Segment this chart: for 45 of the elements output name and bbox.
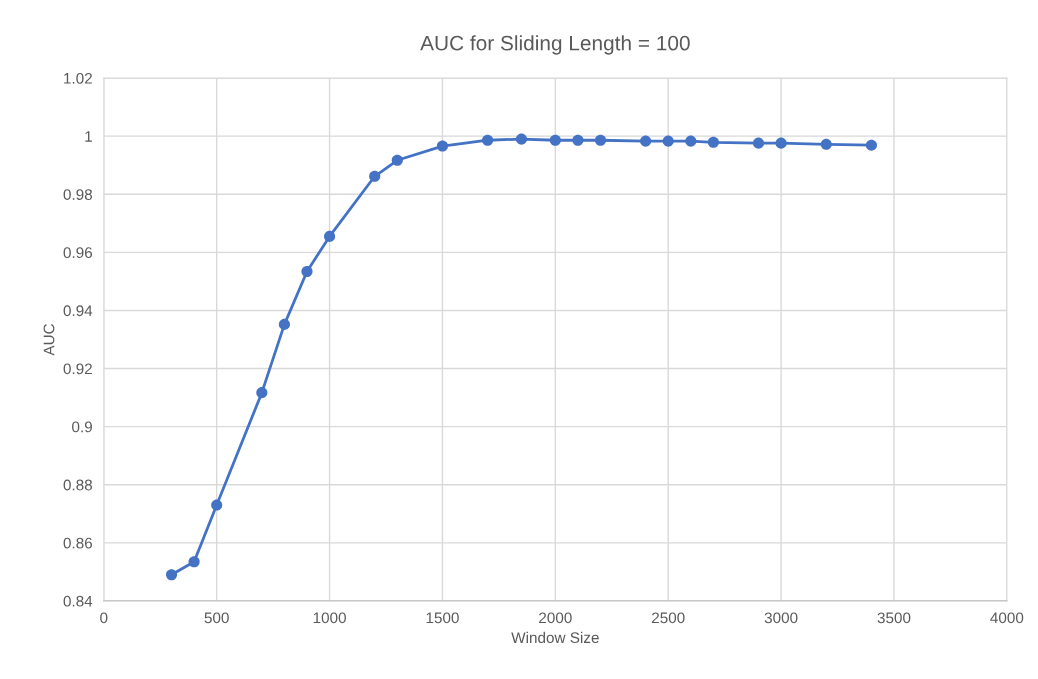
point xyxy=(278,318,290,330)
point xyxy=(515,133,528,145)
x-axis-title: Window Size xyxy=(511,631,599,644)
point xyxy=(865,139,877,151)
point xyxy=(211,499,223,511)
y-tick-label: 0.98 xyxy=(63,189,93,200)
point xyxy=(482,134,494,146)
y-tick-label: 0.9 xyxy=(72,421,92,433)
y-tick-label: 0.96 xyxy=(63,247,93,259)
x-tick-label: 2000 xyxy=(539,612,572,624)
point xyxy=(549,134,561,146)
point xyxy=(324,230,336,242)
y-tick-label: 0.94 xyxy=(63,305,93,317)
chart-title: AUC for Sliding Length = 100 xyxy=(420,35,690,55)
y-tick-label: 0.92 xyxy=(63,363,92,375)
point xyxy=(685,135,697,147)
y-tick-label: 1.02 xyxy=(64,72,92,84)
point xyxy=(572,134,584,146)
point xyxy=(662,135,674,147)
y-tick-label: 0.84 xyxy=(63,595,93,607)
x-tick-label: 0 xyxy=(100,612,108,624)
y-tick-label: 1 xyxy=(85,131,92,142)
point xyxy=(256,387,268,399)
point xyxy=(640,135,652,147)
point xyxy=(369,170,381,182)
x-tick-label: 2500 xyxy=(651,612,685,624)
x-tick-label: 1000 xyxy=(313,612,346,624)
point xyxy=(594,134,607,146)
point xyxy=(165,569,178,581)
x-tick-label: 500 xyxy=(204,612,229,624)
x-tick-label: 3500 xyxy=(877,612,911,624)
point xyxy=(707,136,719,148)
point xyxy=(391,154,403,166)
point xyxy=(301,265,313,278)
point xyxy=(820,138,832,150)
y-tick-label: 0.88 xyxy=(63,479,93,491)
y-tick-label: 0.86 xyxy=(63,537,93,549)
x-tick-label: 4000 xyxy=(990,612,1024,624)
x-tick-label: 1500 xyxy=(426,612,459,624)
point xyxy=(188,556,200,568)
point xyxy=(436,140,448,152)
x-tick-label: 3000 xyxy=(764,612,798,624)
y-axis-title: AUC xyxy=(43,323,55,356)
point xyxy=(775,137,787,149)
point xyxy=(752,137,765,149)
